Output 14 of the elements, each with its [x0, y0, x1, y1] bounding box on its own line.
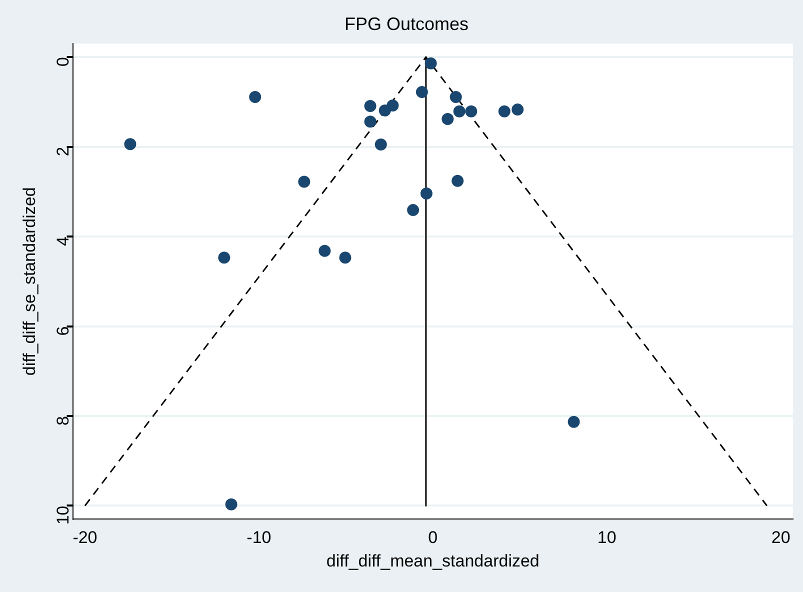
x-tick-label: -10	[246, 528, 272, 548]
y-tick-label: 0	[53, 57, 72, 67]
x-tick-label: 10	[597, 528, 616, 548]
y-tick-label: 2	[53, 146, 72, 156]
x-axis-title: diff_diff_mean_standardized	[326, 551, 540, 570]
y-tick-label: 10	[53, 506, 72, 525]
y-axis-title: diff_diff_se_standardized	[20, 187, 39, 376]
x-tick-label: 0	[428, 528, 438, 548]
y-tick-label: 8	[53, 416, 72, 426]
x-tick-label: 20	[771, 528, 790, 548]
y-tick-label: 6	[53, 326, 72, 336]
chart-title: FPG Outcomes	[344, 14, 469, 34]
y-tick-label: 4	[53, 236, 72, 246]
x-tick-label: -20	[72, 528, 98, 548]
